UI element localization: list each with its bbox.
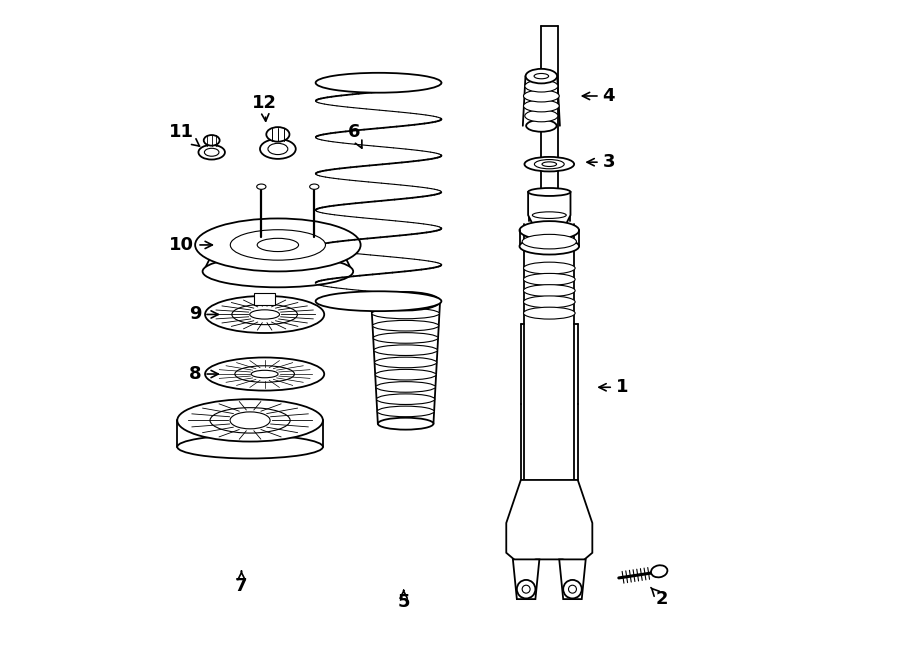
Ellipse shape xyxy=(257,238,299,252)
Ellipse shape xyxy=(526,120,556,132)
Ellipse shape xyxy=(522,234,576,249)
Ellipse shape xyxy=(528,188,571,196)
Ellipse shape xyxy=(249,310,280,319)
Ellipse shape xyxy=(316,291,441,311)
Ellipse shape xyxy=(533,212,566,218)
Text: 8: 8 xyxy=(189,365,219,383)
Polygon shape xyxy=(559,559,586,599)
Ellipse shape xyxy=(526,70,556,82)
Ellipse shape xyxy=(375,369,436,380)
Text: 3: 3 xyxy=(587,153,615,171)
Ellipse shape xyxy=(230,412,270,429)
Ellipse shape xyxy=(373,320,438,331)
Ellipse shape xyxy=(235,366,294,383)
Ellipse shape xyxy=(525,110,558,122)
Ellipse shape xyxy=(524,100,559,112)
Ellipse shape xyxy=(374,345,437,355)
Ellipse shape xyxy=(202,256,353,287)
Ellipse shape xyxy=(542,162,556,166)
Ellipse shape xyxy=(535,160,564,169)
Polygon shape xyxy=(528,192,571,224)
Ellipse shape xyxy=(524,90,559,102)
Text: 4: 4 xyxy=(582,87,615,105)
Text: 11: 11 xyxy=(169,123,200,146)
Circle shape xyxy=(563,580,581,598)
Text: 5: 5 xyxy=(398,591,410,612)
Circle shape xyxy=(569,585,576,593)
Ellipse shape xyxy=(268,143,288,154)
Ellipse shape xyxy=(525,80,558,92)
Ellipse shape xyxy=(524,285,575,297)
Ellipse shape xyxy=(232,305,297,324)
Text: 10: 10 xyxy=(169,236,212,254)
Ellipse shape xyxy=(519,238,579,254)
Ellipse shape xyxy=(534,73,549,79)
Ellipse shape xyxy=(256,184,266,189)
Text: 6: 6 xyxy=(347,123,362,148)
Ellipse shape xyxy=(210,408,290,433)
Ellipse shape xyxy=(204,148,219,156)
Text: 1: 1 xyxy=(599,378,628,397)
Ellipse shape xyxy=(205,357,324,391)
Ellipse shape xyxy=(374,357,436,368)
Polygon shape xyxy=(507,480,592,564)
Ellipse shape xyxy=(526,69,557,83)
Ellipse shape xyxy=(310,184,319,189)
Ellipse shape xyxy=(205,296,324,333)
Ellipse shape xyxy=(230,230,326,260)
Circle shape xyxy=(522,585,530,593)
Text: 2: 2 xyxy=(651,588,668,608)
Text: 7: 7 xyxy=(235,571,248,595)
Circle shape xyxy=(517,580,535,598)
Ellipse shape xyxy=(524,273,575,285)
Ellipse shape xyxy=(519,221,579,240)
Ellipse shape xyxy=(377,406,434,417)
Ellipse shape xyxy=(260,139,296,159)
Ellipse shape xyxy=(372,308,439,318)
Ellipse shape xyxy=(316,73,441,93)
Ellipse shape xyxy=(383,296,428,307)
Ellipse shape xyxy=(251,370,278,378)
Ellipse shape xyxy=(198,145,225,160)
Ellipse shape xyxy=(203,135,220,146)
Ellipse shape xyxy=(524,262,575,274)
Ellipse shape xyxy=(525,157,574,171)
Text: 12: 12 xyxy=(252,93,277,121)
Ellipse shape xyxy=(195,218,361,271)
Polygon shape xyxy=(513,559,539,599)
Ellipse shape xyxy=(177,435,323,459)
Ellipse shape xyxy=(524,296,575,308)
Ellipse shape xyxy=(651,565,668,577)
Text: 9: 9 xyxy=(189,305,219,324)
Ellipse shape xyxy=(371,292,440,310)
Ellipse shape xyxy=(177,399,323,442)
Ellipse shape xyxy=(378,418,434,430)
Ellipse shape xyxy=(524,307,575,319)
Bar xyxy=(254,293,275,305)
Ellipse shape xyxy=(376,394,435,404)
Ellipse shape xyxy=(376,381,436,392)
Ellipse shape xyxy=(374,332,438,343)
Ellipse shape xyxy=(266,127,290,142)
